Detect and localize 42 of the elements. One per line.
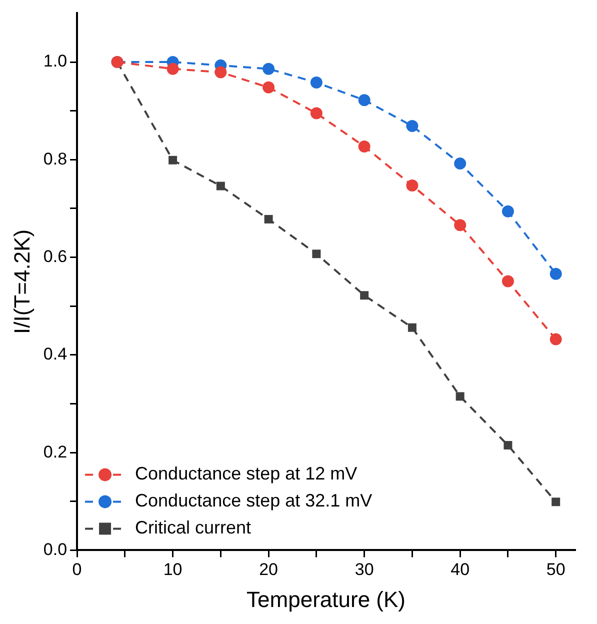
y-tick-label: 0.4: [43, 344, 68, 364]
point: [550, 333, 562, 346]
point: [358, 140, 370, 152]
point: [360, 291, 369, 300]
point: [454, 219, 466, 232]
x-tick-label: 10: [163, 560, 182, 580]
point: [264, 214, 273, 224]
point: [408, 323, 416, 332]
point: [310, 76, 322, 89]
x-tick-label: 30: [354, 560, 374, 580]
legend-label: Conductance step at 12 mV: [135, 464, 358, 484]
point: [406, 120, 418, 132]
point: [214, 66, 227, 78]
point: [262, 81, 275, 94]
x-tick-label: 40: [450, 560, 470, 580]
x-tick-label: 20: [259, 560, 278, 580]
point: [358, 94, 370, 106]
y-tick-label: 0.2: [43, 442, 68, 462]
y-tick-label: 0.0: [43, 540, 68, 559]
legend-label: Critical current: [135, 518, 252, 538]
y-tick-label: 1.0: [43, 52, 68, 71]
point: [168, 156, 178, 164]
point: [504, 441, 512, 450]
point: [502, 275, 514, 288]
legend-label: Conductance step at 32.1 mV: [135, 490, 372, 511]
point: [262, 62, 275, 75]
point: [502, 205, 514, 218]
point: [216, 182, 225, 190]
x-axis-title: Temperature (K): [246, 586, 406, 612]
x-tick-label: 50: [546, 560, 566, 580]
point: [310, 107, 322, 120]
point: [312, 250, 321, 258]
y-tick-label: 0.6: [43, 246, 68, 266]
point: [454, 158, 466, 170]
point: [406, 180, 418, 192]
x-tick-label: 0: [72, 560, 82, 580]
point: [166, 62, 179, 75]
point: [552, 498, 560, 506]
point: [550, 268, 562, 280]
y-axis-title: I/I(T=4.2K): [9, 229, 34, 334]
y-tick-label: 0.8: [43, 149, 68, 168]
point: [456, 392, 464, 401]
